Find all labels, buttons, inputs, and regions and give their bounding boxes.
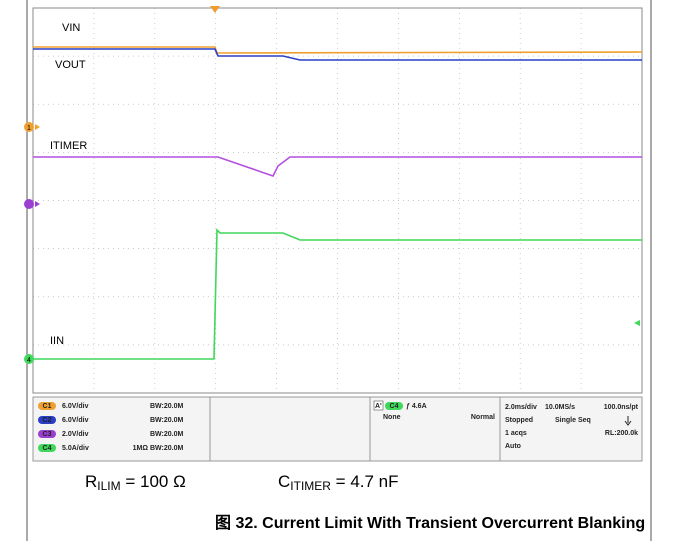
channel-badge xyxy=(38,444,56,452)
subscript: ITIMER xyxy=(290,479,331,493)
channel-badge xyxy=(38,416,56,424)
itimer-trace xyxy=(33,156,642,177)
channel-bw: BW:20.0M xyxy=(150,403,183,410)
screen-border xyxy=(32,7,643,394)
vin-trace xyxy=(33,46,643,54)
caption: 图 32. Current Limit With Transient Overc… xyxy=(215,514,645,532)
channel-scale: 6.0V/div xyxy=(62,403,89,410)
channel-badge-label: C2 xyxy=(43,417,52,424)
channel-badge xyxy=(38,430,56,438)
resolution: 100.0ns/pt xyxy=(604,404,639,411)
acq-count: 1 acqs xyxy=(505,430,527,437)
channel-coupling: 1MΩ xyxy=(133,445,149,452)
channel-marker xyxy=(24,354,34,364)
trigger-box xyxy=(373,400,384,411)
trigger-badge xyxy=(385,402,403,410)
symbol: C xyxy=(278,472,290,491)
marker-arrow xyxy=(35,124,40,130)
formula: RILIM = 100 Ω xyxy=(85,472,186,493)
channel-bw: BW:20.0M xyxy=(150,417,183,424)
channel-scale: 6.0V/div xyxy=(62,417,89,424)
trigger-mode: Normal xyxy=(471,414,495,421)
trigger-state: Auto xyxy=(505,443,521,450)
iin-trace xyxy=(33,228,642,360)
subscript: ILIM xyxy=(97,479,120,493)
acq-mode: Single Seq xyxy=(555,417,591,424)
channel-badge-label: C4 xyxy=(43,445,52,452)
channel-badge xyxy=(38,402,56,410)
value: = 4.7 nF xyxy=(331,472,399,491)
trace-label: IIN xyxy=(50,335,64,347)
vout-trace xyxy=(33,48,642,61)
acq-state: Stopped xyxy=(505,417,533,424)
sample-rate: 10.0MS/s xyxy=(545,404,575,411)
channel-badge-label: C1 xyxy=(43,403,52,410)
symbol: R xyxy=(85,472,97,491)
formula: CITIMER = 4.7 nF xyxy=(278,472,399,493)
channel-scale: 2.0V/div xyxy=(62,431,89,438)
channel-bw: BW:20.0M xyxy=(150,431,183,438)
trace-label: VIN xyxy=(62,22,80,34)
channel-marker-label: 4 xyxy=(27,357,31,364)
level-arrow xyxy=(634,320,640,326)
timebase: 2.0ms/div xyxy=(505,404,537,411)
trace-label: ITIMER xyxy=(50,140,87,152)
trigger-badge-label: C4 xyxy=(390,403,399,410)
trace-label: VOUT xyxy=(55,59,86,71)
channel-marker-label: 1 xyxy=(27,125,31,132)
channel-badge-label: C3 xyxy=(43,431,52,438)
grid xyxy=(33,8,642,393)
seq-icon xyxy=(624,416,632,426)
channel-scale: 5.0A/div xyxy=(62,445,89,452)
record-length: RL:200.0k xyxy=(605,430,638,437)
channel-bw: BW:20.0M xyxy=(150,445,183,452)
trigger-prefix: A' xyxy=(375,403,382,410)
channel-info: C1 6.0V/div BW:20.0M C2 6.0V/div BW:20.0M C3 2.… xyxy=(38,402,183,452)
marker-arrow xyxy=(35,201,40,207)
channel-marker xyxy=(24,122,34,132)
trigger-marker xyxy=(210,6,220,13)
trigger-mode: None xyxy=(383,414,401,421)
value: = 100 Ω xyxy=(121,472,186,491)
info-panel xyxy=(32,396,643,462)
channel-marker xyxy=(24,199,34,209)
trigger-level: ƒ 4.6A xyxy=(406,403,427,410)
